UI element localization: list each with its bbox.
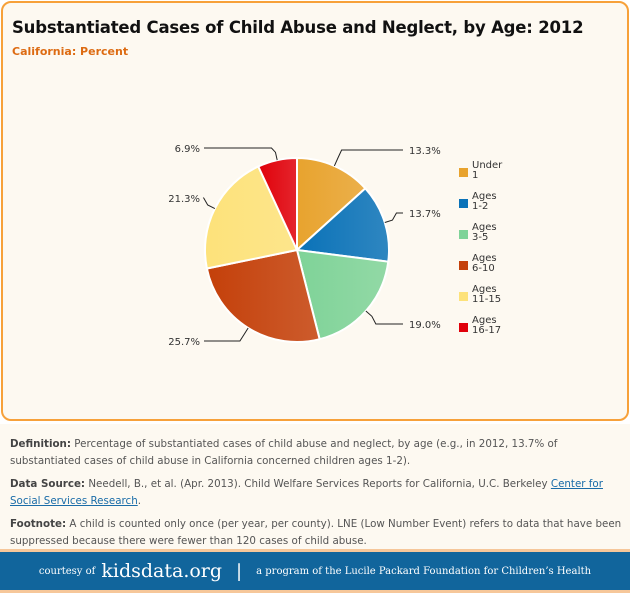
legend-swatch-5 [459, 323, 468, 332]
legend-label-5[interactable]: Ages [472, 315, 497, 326]
notes-section: Definition: Percentage of substantiated … [0, 424, 630, 552]
legend-swatch-4 [459, 292, 468, 301]
kidsdata-logo[interactable]: kidsdata.org [101, 560, 223, 582]
chart-subtitle: California: Percent [12, 45, 129, 58]
leader-line-5 [204, 147, 278, 161]
data-label-5: 6.9% [175, 144, 200, 155]
pie-slice-2[interactable] [295, 248, 390, 341]
data-label-4: 21.3% [168, 194, 200, 205]
legend-label-3[interactable]: Ages [472, 253, 497, 264]
leader-line-2 [365, 310, 403, 325]
legend-label-2[interactable]: 3-5 [472, 232, 488, 243]
legend-label-3[interactable]: 6-10 [472, 263, 495, 274]
data-label-1: 13.7% [409, 209, 441, 220]
chart-title: Substantiated Cases of Child Abuse and N… [12, 18, 584, 37]
leader-line-0 [333, 149, 403, 167]
leader-line-3 [204, 327, 249, 342]
legend-swatch-0 [459, 168, 468, 177]
legend-label-0[interactable]: 1 [472, 170, 478, 181]
leader-line-1 [384, 212, 403, 223]
legend-label-2[interactable]: Ages [472, 222, 497, 233]
legend-label-1[interactable]: Ages [472, 191, 497, 202]
legend-label-0[interactable]: Under [472, 160, 503, 171]
legend-label-5[interactable]: 16-17 [472, 325, 501, 336]
data-source: Data Source: Needell, B., et al. (Apr. 2… [10, 478, 603, 507]
legend-swatch-1 [459, 199, 468, 208]
legend-label-4[interactable]: Ages [472, 284, 497, 295]
source-link[interactable]: Center for Social Services Research [10, 478, 603, 507]
data-label-3: 25.7% [168, 337, 200, 348]
legend-swatch-2 [459, 230, 468, 239]
legend-label-4[interactable]: 11-15 [472, 294, 501, 305]
pie-chart: 13.3%Under113.7%Ages1-219.0%Ages3-525.7%… [168, 144, 503, 348]
footnote: Footnote: A child is counted only once (… [10, 518, 622, 547]
legend-swatch-3 [459, 261, 468, 270]
pie-slice-5[interactable] [256, 156, 298, 251]
chart-card: Substantiated Cases of Child Abuse and N… [1, 1, 629, 421]
data-label-0: 13.3% [409, 146, 441, 157]
legend-label-1[interactable]: 1-2 [472, 201, 488, 212]
leader-line-4 [202, 197, 216, 210]
footer-banner: courtesy of kidsdata.org | a program of … [0, 552, 630, 593]
pie-slice-3[interactable] [205, 248, 321, 343]
definition: Definition: Percentage of substantiated … [10, 438, 558, 467]
data-label-2: 19.0% [409, 320, 441, 331]
